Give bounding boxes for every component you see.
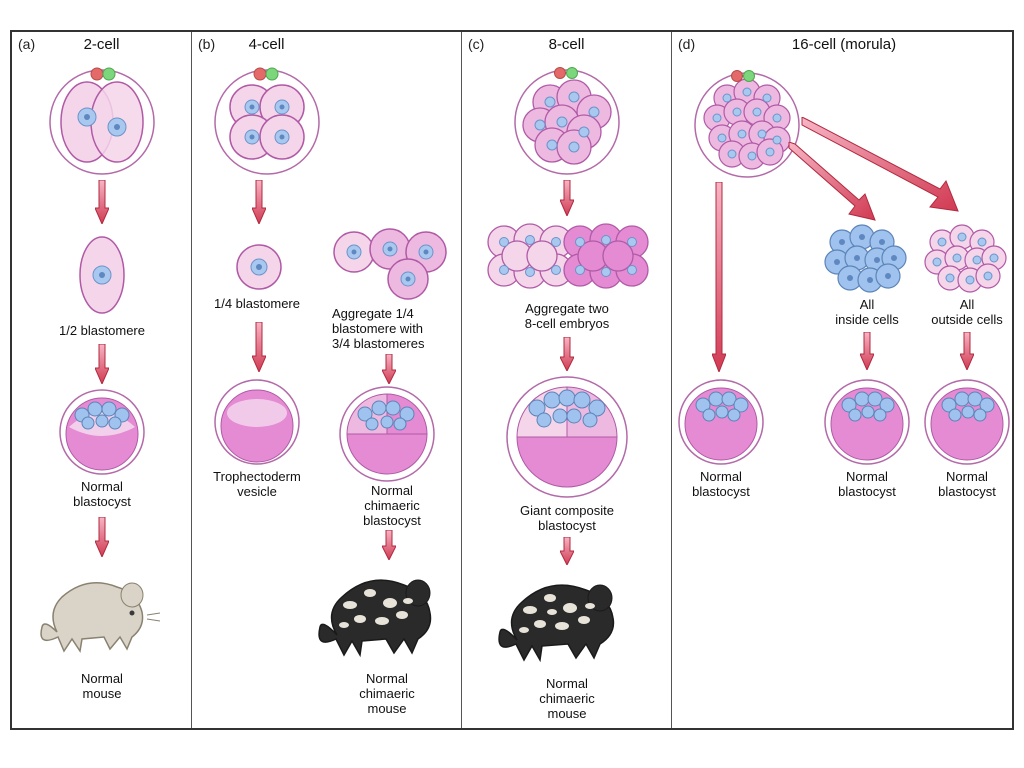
cap-d-inside: All inside cells [822, 298, 912, 328]
giant-blastocyst [502, 372, 632, 502]
arrow-d2m [860, 332, 874, 370]
arrow-a3 [95, 517, 109, 557]
arrow-d-right [800, 117, 960, 217]
panel-d: (d) 16-cell (morula) [672, 32, 1016, 728]
cap-d-blast3: Normal blastocyst [918, 470, 1016, 500]
aggregate-cluster [332, 227, 452, 307]
cap-d-blast1: Normal blastocyst [672, 470, 770, 500]
blastocyst-d1 [676, 377, 766, 467]
arrow-b2l [252, 322, 266, 372]
cap-c-giant: Giant composite blastocyst [462, 504, 672, 534]
cap-a-mouse: Normal mouse [12, 672, 192, 702]
arrow-d2r [960, 332, 974, 370]
cap-b-quarter: 1/4 blastomere [192, 297, 322, 312]
panel-c: (c) 8-cell [462, 32, 672, 728]
cap-c-aggregate: Aggregate two 8-cell embryos [462, 302, 672, 332]
cap-b-tropho: Trophectoderm vesicle [192, 470, 322, 500]
chimaeric-blastocyst [337, 384, 437, 484]
mouse-chimaeric-c [492, 562, 642, 677]
embryo-8cell [512, 67, 622, 177]
panel-d-title: 16-cell (morula) [672, 36, 1016, 53]
cap-d-outside: All outside cells [920, 298, 1014, 328]
blastocyst-d2 [822, 377, 912, 467]
embryo-4cell [212, 67, 322, 177]
mouse-normal [32, 557, 172, 667]
panel-b: (b) 4-cell 1/4 blastomer [192, 32, 462, 728]
blastocyst-a [57, 387, 147, 477]
cap-d-blast2: Normal blastocyst [818, 470, 916, 500]
cap-b-aggregate: Aggregate 1/4 blastomere with 3/4 blasto… [332, 307, 457, 352]
inside-cells [822, 222, 912, 297]
embryo-2cell [47, 67, 157, 177]
aggregate-two-8cell [482, 220, 652, 300]
figure-frame: (a) 2-cell 1/2 blastomere [10, 30, 1014, 730]
trophectoderm-vesicle [212, 377, 302, 467]
arrow-b3 [382, 530, 396, 560]
morula-16cell [692, 70, 802, 180]
arrow-b2r [382, 354, 396, 384]
arrow-a2 [95, 344, 109, 384]
arrow-a1 [95, 180, 109, 224]
mouse-chimaeric-b [312, 557, 457, 672]
arrow-b1 [252, 180, 266, 224]
blastocyst-d3 [922, 377, 1012, 467]
panel-a: (a) 2-cell 1/2 blastomere [12, 32, 192, 728]
cap-a-half: 1/2 blastomere [12, 324, 192, 339]
outside-cells [922, 222, 1012, 297]
cap-c-chim-mouse: Normal chimaeric mouse [462, 677, 672, 722]
arrow-d-long [712, 182, 726, 372]
arrow-c3 [560, 537, 574, 565]
panel-b-title: 4-cell [132, 36, 401, 53]
panel-c-title: 8-cell [462, 36, 671, 53]
half-blastomere [70, 232, 134, 318]
arrow-c1 [560, 180, 574, 216]
cap-b-chim-blast: Normal chimaeric blastocyst [337, 484, 447, 529]
cap-a-blast: Normal blastocyst [12, 480, 192, 510]
arrow-c2 [560, 337, 574, 371]
quarter-blastomere [234, 242, 284, 292]
cap-b-chim-mouse: Normal chimaeric mouse [332, 672, 442, 717]
